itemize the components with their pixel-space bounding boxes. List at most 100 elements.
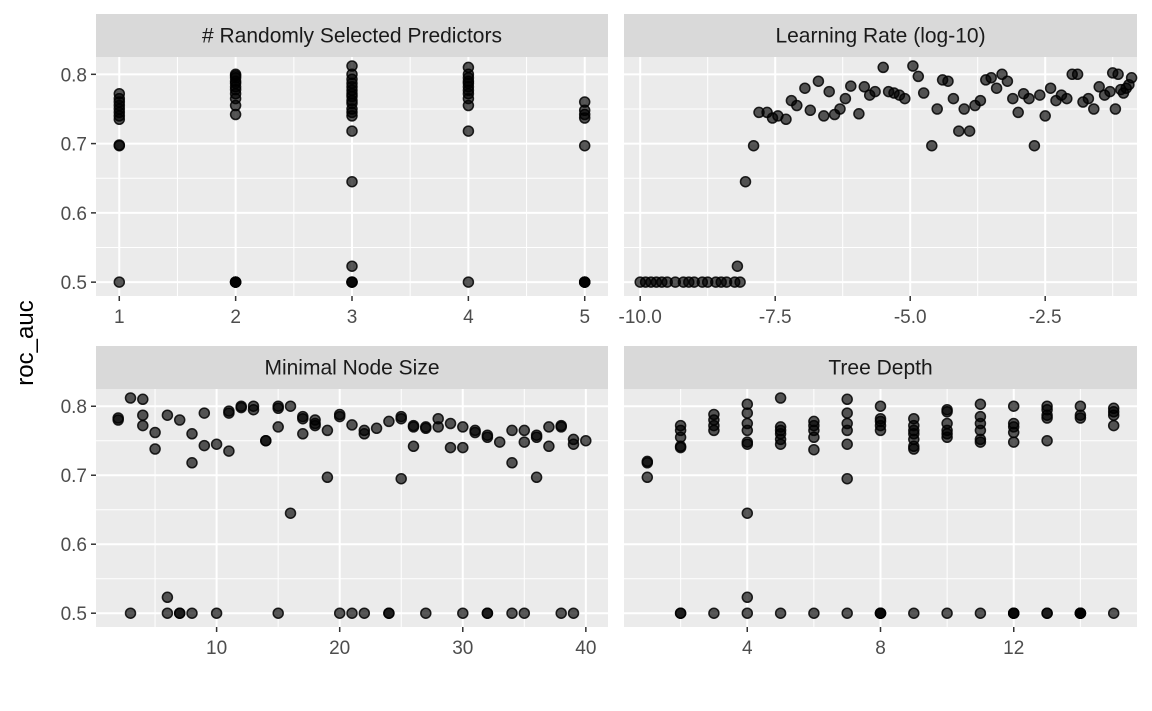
data-point [457,607,469,619]
facet-title: # Randomly Selected Predictors [202,25,502,48]
data-point [457,441,469,454]
data-point [137,409,149,421]
data-point [741,436,754,448]
data-point [1071,68,1084,81]
data-point [297,428,309,440]
data-point [958,103,970,115]
data-point [567,607,580,619]
data-point [555,607,567,619]
data-point [1007,417,1020,430]
data-point [912,70,925,83]
data-point [272,400,284,412]
data-point [383,415,395,428]
data-point [173,414,186,426]
data-point [137,419,149,432]
x-tick-label: 20 [329,638,350,659]
data-point [137,393,149,406]
x-tick-label: 40 [575,638,596,659]
data-point [841,607,853,619]
data-point [674,607,687,619]
facet-strip [96,14,608,57]
data-point [555,421,567,433]
data-point [974,94,987,107]
data-point [210,607,223,619]
data-point [235,401,247,414]
data-point [747,139,760,152]
data-point [530,429,543,441]
data-point [124,392,137,404]
data-point [444,441,457,454]
data-point [567,433,580,446]
data-point [1044,82,1057,94]
data-point [1074,400,1087,412]
data-point [346,175,358,188]
data-point [481,431,494,444]
data-point [841,407,853,419]
x-tick-label: 4 [463,307,474,328]
data-point [543,440,555,453]
data-point [530,471,543,484]
data-point [578,139,591,152]
data-point [941,417,953,430]
data-point [247,403,260,416]
data-point [407,440,420,453]
data-point [284,400,297,412]
facet-learning-rate-log-10: Learning Rate (log-10) -10.0 -7.5 -5.0 -2.5 [619,14,1138,328]
facet-randomly-selected-predictors: # Randomly Selected Predictors 1 2 3 4 5 0.5 0.… [61,14,608,328]
data-point [869,85,881,98]
data-point [229,276,242,288]
data-point [990,82,1003,94]
data-point [1123,78,1135,91]
facet-strip [624,346,1137,389]
data-point [741,591,754,604]
data-point [963,125,976,137]
data-point [985,72,997,84]
data-point [877,61,889,74]
x-tick-label: 10 [206,638,227,659]
data-point [272,607,284,619]
x-tick-label: 4 [742,638,753,659]
data-point [1088,103,1100,115]
data-point [791,99,803,112]
data-point [780,113,792,126]
data-point [1109,103,1122,115]
y-tick-label: 0.6 [61,535,87,556]
data-point [395,410,407,423]
data-point [346,607,358,619]
data-point [358,428,371,440]
data-point [907,60,919,72]
data-point [469,426,481,439]
data-point [853,108,865,120]
data-point [841,472,853,485]
data-point [908,412,920,425]
data-point [741,507,754,519]
data-point [1028,139,1041,152]
data-point [149,426,161,439]
x-tick-label: -7.5 [759,307,792,328]
data-point [941,403,953,416]
y-tick-label: 0.5 [61,273,87,294]
data-point [974,607,987,619]
data-point [799,82,811,94]
data-point [272,421,284,433]
data-point [874,412,887,425]
data-point [708,607,720,619]
data-point [1034,89,1046,101]
data-point [578,96,591,108]
data-point [481,607,494,619]
data-point [774,421,787,433]
data-point [823,85,835,98]
y-tick-label: 0.7 [61,135,87,156]
data-point [741,607,754,619]
data-point [198,439,211,452]
data-point [941,607,953,619]
data-point [395,472,407,485]
y-tick-label: 0.6 [61,204,87,225]
data-point [1107,607,1120,619]
data-point [774,607,787,619]
data-point [506,457,518,469]
data-point [1093,81,1105,93]
x-tick-label: -10.0 [619,307,662,328]
data-point [926,139,938,152]
